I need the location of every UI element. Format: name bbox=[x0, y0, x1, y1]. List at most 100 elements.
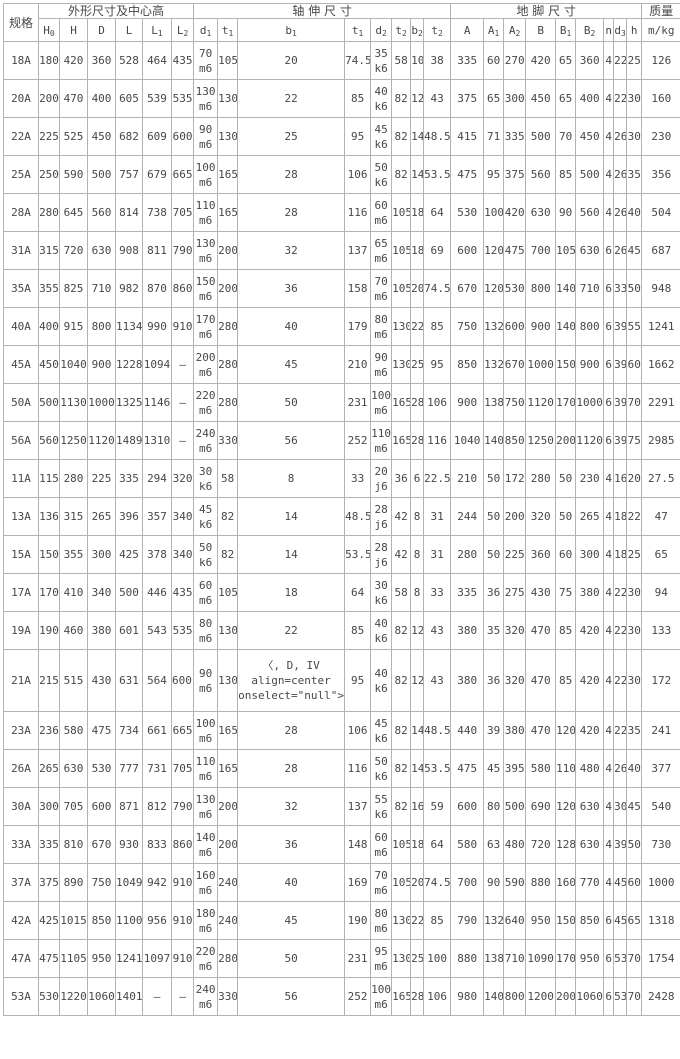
value-cell: 85 bbox=[423, 307, 452, 346]
value-cell: 105 bbox=[391, 825, 412, 864]
value-cell: 28 bbox=[410, 977, 425, 1016]
value-cell: 340 bbox=[170, 535, 195, 574]
value-cell: 180 bbox=[38, 41, 60, 80]
value-cell: 14 bbox=[410, 155, 425, 194]
value-cell: 800 bbox=[575, 307, 605, 346]
value-cell: 28 bbox=[410, 421, 425, 460]
value-cell: 180 m6 bbox=[193, 901, 219, 940]
value-cell: 890 bbox=[59, 863, 88, 902]
value-cell: 396 bbox=[115, 497, 143, 536]
value-cell: 31 bbox=[423, 535, 452, 574]
value-cell: 130 bbox=[217, 649, 239, 712]
value-cell: 580 bbox=[450, 825, 485, 864]
value-cell: 425 bbox=[38, 901, 60, 940]
value-cell: 45 bbox=[613, 863, 628, 902]
value-cell: 133 bbox=[641, 611, 680, 650]
value-cell: 95 bbox=[344, 117, 372, 156]
column-header-subscript: 1 bbox=[358, 28, 364, 38]
value-cell: 630 bbox=[59, 749, 88, 788]
table-row: 30A 300 705 600 871 812 790 130 m6 200 32 137 55 k6… bbox=[3, 787, 680, 826]
value-cell: 50 bbox=[483, 497, 505, 536]
value-cell: 140 bbox=[555, 269, 577, 308]
value-cell: 140 bbox=[483, 421, 505, 460]
value-cell: 50 bbox=[483, 459, 505, 498]
value-cell: 2291 bbox=[641, 383, 680, 422]
value-cell: 630 bbox=[87, 231, 116, 270]
value-cell: 53 bbox=[613, 939, 628, 978]
value-cell: 100 bbox=[483, 193, 505, 232]
value-cell: 45 bbox=[613, 901, 628, 940]
value-cell: 265 bbox=[87, 497, 116, 536]
value-cell: 140 m6 bbox=[193, 825, 219, 864]
value-cell: 1094 bbox=[142, 345, 172, 384]
value-cell: 4 bbox=[603, 79, 615, 118]
value-cell: 22 bbox=[237, 611, 346, 650]
value-cell: 470 bbox=[525, 711, 557, 750]
value-cell: 1754 bbox=[641, 939, 680, 978]
value-cell: 475 bbox=[38, 939, 60, 978]
value-cell: 140 bbox=[483, 977, 505, 1016]
value-cell: 32 bbox=[237, 231, 346, 270]
value-cell: 40 bbox=[237, 307, 346, 346]
value-cell: 665 bbox=[170, 155, 195, 194]
value-cell: 85 bbox=[344, 79, 372, 118]
value-cell: 30 bbox=[626, 573, 643, 612]
value-cell: 22 bbox=[410, 901, 425, 940]
spec-cell: 28A bbox=[3, 193, 39, 232]
value-cell: 14 bbox=[410, 117, 425, 156]
value-cell: 8 bbox=[410, 535, 425, 574]
value-cell: 190 bbox=[344, 901, 372, 940]
value-cell: 833 bbox=[142, 825, 172, 864]
value-cell: 480 bbox=[503, 825, 527, 864]
column-header-subscript: 2 bbox=[417, 28, 423, 38]
value-cell: 32 bbox=[237, 787, 346, 826]
value-cell: 850 bbox=[450, 345, 485, 384]
value-cell: 14 bbox=[237, 497, 346, 536]
value-cell: 910 bbox=[170, 307, 195, 346]
value-cell: 435 bbox=[170, 41, 195, 80]
value-cell: 90 bbox=[555, 193, 577, 232]
value-cell: 375 bbox=[503, 155, 527, 194]
value-cell: 100 m6 bbox=[193, 155, 219, 194]
value-cell: 600 bbox=[503, 307, 527, 346]
value-cell: 100 bbox=[423, 939, 452, 978]
value-cell: 85 bbox=[555, 611, 577, 650]
value-cell: 39 bbox=[483, 711, 505, 750]
value-cell: 810 bbox=[59, 825, 88, 864]
value-cell: 58 bbox=[391, 573, 412, 612]
value-cell: 950 bbox=[87, 939, 116, 978]
value-cell: 80 bbox=[483, 787, 505, 826]
value-cell: 220 m6 bbox=[193, 939, 219, 978]
value-cell: 40 bbox=[237, 863, 346, 902]
value-cell: 670 bbox=[450, 269, 485, 308]
column-header: L bbox=[115, 18, 143, 42]
value-cell: 1325 bbox=[115, 383, 143, 422]
value-cell: 25 bbox=[626, 535, 643, 574]
spec-cell: 18A bbox=[3, 41, 39, 80]
value-cell: 16 bbox=[410, 787, 425, 826]
value-cell: 65 bbox=[641, 535, 680, 574]
value-cell: 100 m6 bbox=[370, 383, 393, 422]
table-row: 56A 560 1250 1120 1489 1310—240 m6 330 56 252 110… bbox=[3, 421, 680, 460]
value-cell: 440 bbox=[450, 711, 485, 750]
spec-cell: 56A bbox=[3, 421, 39, 460]
value-cell: 200 bbox=[555, 977, 577, 1016]
value-cell: 915 bbox=[59, 307, 88, 346]
value-cell: 130 bbox=[217, 117, 239, 156]
value-cell: 6 bbox=[603, 269, 615, 308]
value-cell: 320 bbox=[503, 611, 527, 650]
value-cell: 82 bbox=[391, 749, 412, 788]
value-cell: 165 bbox=[217, 711, 239, 750]
value-cell: 45 bbox=[626, 231, 643, 270]
value-cell: 106 bbox=[344, 155, 372, 194]
value-cell: 30 k6 bbox=[370, 573, 393, 612]
column-group-header: 地 脚 尺 寸 bbox=[450, 3, 643, 19]
column-header: A1 bbox=[483, 18, 505, 42]
value-cell: 600, bbox=[170, 649, 195, 712]
value-cell: 1000 bbox=[87, 383, 116, 422]
value-cell: 280 bbox=[59, 459, 88, 498]
value-cell: 70 bbox=[626, 977, 643, 1016]
value-cell: 360 bbox=[87, 41, 116, 80]
table-row: 23A 236 580 475 734 661 665 100 m6 165 28 106 45 k6… bbox=[3, 711, 680, 750]
